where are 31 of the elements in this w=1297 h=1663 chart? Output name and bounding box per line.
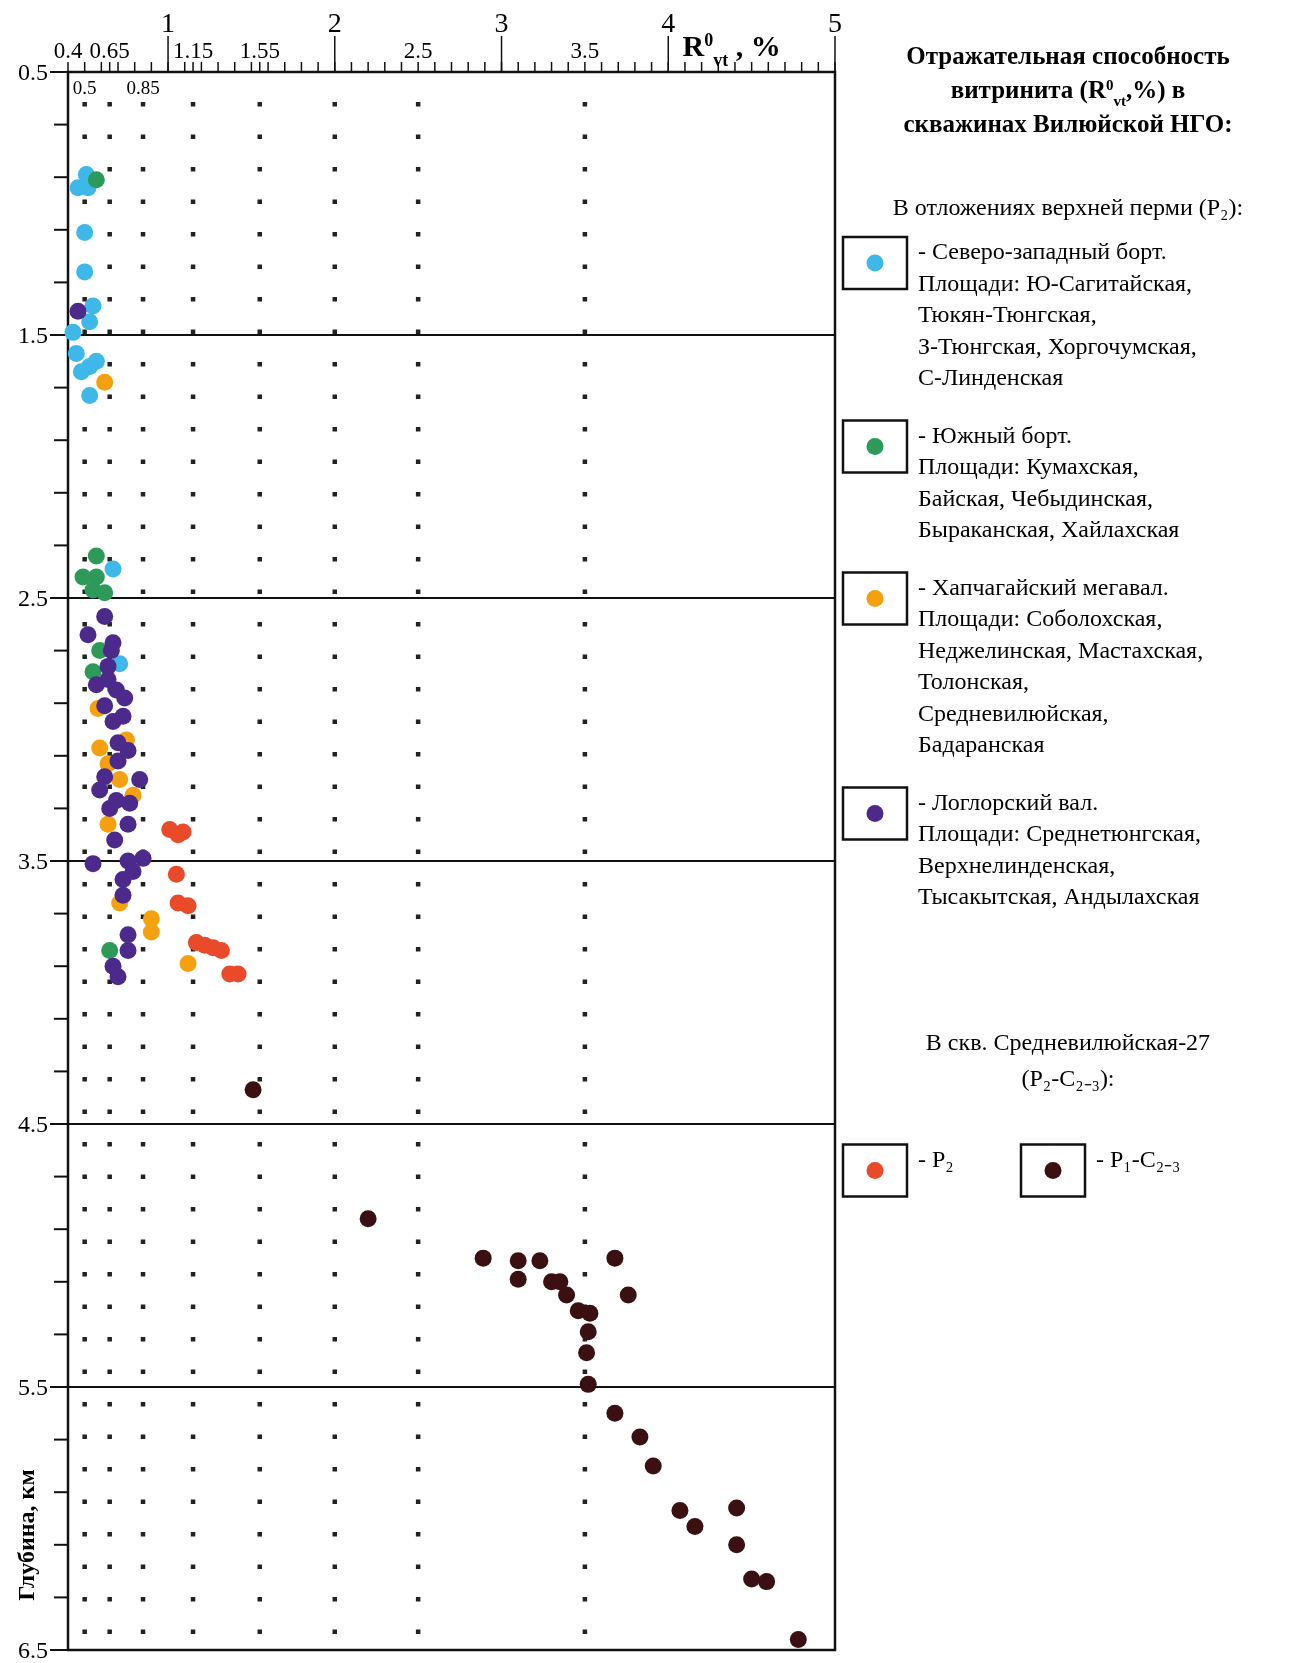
x-tick-label: 3.5 bbox=[570, 38, 600, 63]
text: Отражательная способность витринита (R$^{0}$$_{vt}$,%) в скважинах Вилюйской НГО: bbox=[903, 42, 1233, 137]
ref-line-label: 0.85 bbox=[126, 77, 160, 98]
x2-tick-label: 2 bbox=[327, 7, 342, 38]
x2-tick-label: 5 bbox=[828, 7, 842, 38]
ref-line-label: 0.5 bbox=[72, 77, 97, 98]
legend-label: - P₁-C₂₋₃ bbox=[1096, 1145, 1181, 1172]
legend-label: - Хапчагайский мегавал. Площади: Соболохская, Неджелинская, Мастахская, Толонская, Средневилюйская, Бадаранская bbox=[918, 573, 1204, 757]
x2-tick-label: 4 bbox=[661, 7, 676, 38]
legend-label: - Логлорский вал. Площади: Среднетюнгская, Верхнелинденская, Тысакытская, Андылахская bbox=[918, 788, 1201, 909]
x2-tick-label: 3 bbox=[494, 7, 509, 38]
y-tick-label: 2.5 bbox=[18, 585, 48, 612]
y-tick-label: 0.5 bbox=[18, 59, 48, 86]
x2-tick-label: 1 bbox=[161, 7, 176, 38]
legend-title: В отложениях верхней перми (P₂): bbox=[892, 194, 1244, 220]
y-tick-label: 4.5 bbox=[18, 1111, 48, 1138]
y-tick-label: 1.5 bbox=[18, 322, 48, 349]
y-axis-title: Глубина, км bbox=[13, 1469, 39, 1601]
y-tick-label: 5.5 bbox=[18, 1374, 48, 1401]
legend-label: - P₂ bbox=[918, 1145, 954, 1172]
y-tick-label: 6.5 bbox=[18, 1637, 48, 1663]
x-axis-title: R$^{0}$$_{vt}$ , % bbox=[682, 29, 781, 70]
legend-label: - Северо-западный борт. Площади: Ю-Сагитайская, Тюкян-Тюнгская, З-Тюнгская, Хоргочумская, С-Линденская bbox=[918, 238, 1197, 390]
text: В скв. Средневилюйская-27 (P₂-C₂₋₃): bbox=[925, 1028, 1211, 1091]
legend-label: - Южный борт. Площади: Кумахская, Байская, Чебыдинская, Быраканская, Хайлахская bbox=[918, 421, 1180, 542]
x-tick-label: 2.5 bbox=[403, 38, 433, 63]
y-tick-label: 3.5 bbox=[18, 848, 48, 875]
x-tick-label: 1.55 bbox=[239, 38, 280, 63]
x-tick-label: 0.65 bbox=[89, 38, 130, 63]
x-tick-label: 0.4 bbox=[53, 38, 83, 63]
x-tick-label: 1.15 bbox=[172, 38, 214, 63]
